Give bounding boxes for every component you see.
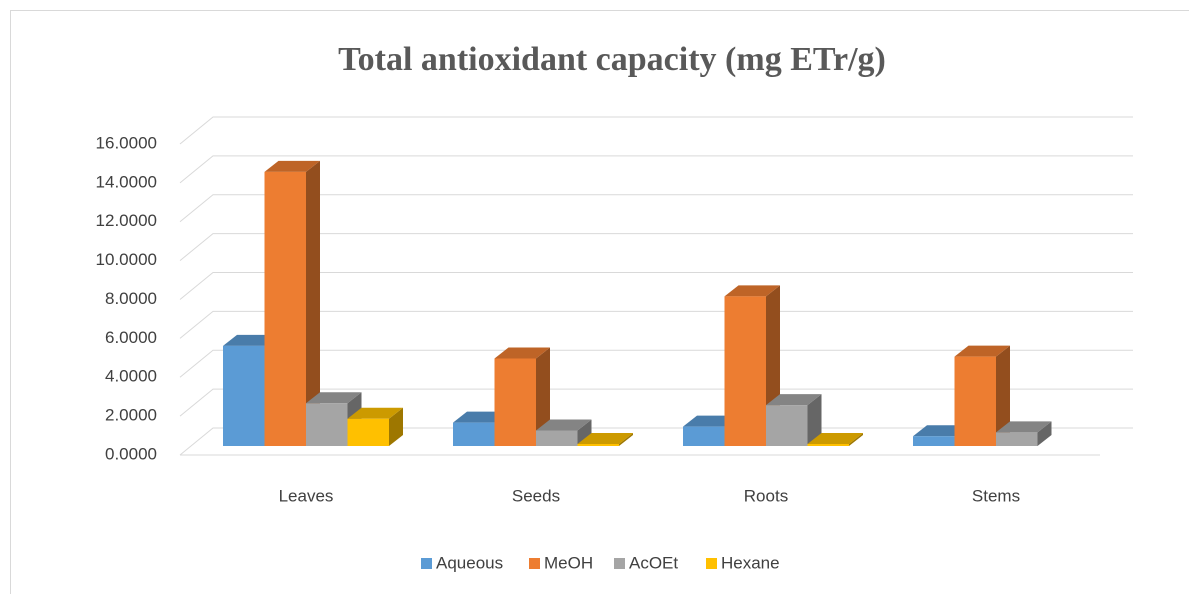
bar-front [913,436,955,446]
bar-front [807,444,849,446]
y-tick-label: 2.0000 [105,406,157,425]
bar-front [223,345,265,446]
legend-swatch [421,558,432,569]
grid-line [179,388,1133,417]
y-tick-label: 6.0000 [105,328,157,347]
bar-side [389,407,403,446]
legend-swatch [529,558,540,569]
bar-top [347,407,403,419]
bar [494,347,550,446]
legend-label: Aqueous [436,553,503,572]
bar-side [577,419,592,446]
legend-label: Hexane [721,553,780,572]
bar [536,419,592,446]
x-tick-label: Leaves [279,486,334,505]
bar-top [264,160,320,172]
bar-top [577,433,633,445]
grid-line [179,155,1133,184]
chart-border [10,10,1189,594]
bar [807,433,863,446]
bar-side [996,345,1010,446]
bar [766,394,822,446]
bar-side [536,347,550,446]
legend-label: MeOH [544,553,593,572]
bar-top [807,433,863,445]
bar-front [347,418,389,446]
bar-front [996,432,1038,446]
x-tick-label: Stems [972,486,1020,505]
y-tick-label: 14.0000 [96,172,157,191]
y-tick-label: 10.0000 [96,250,157,269]
bar-front [306,403,348,446]
bar-side [619,433,633,446]
bar-top [996,421,1052,433]
bar [264,160,320,446]
bar-top [306,392,362,404]
grid-line [179,349,1133,378]
legend-swatch [706,558,717,569]
bar-front [264,171,306,446]
bar [996,421,1052,446]
grid-line [179,310,1133,339]
grid-line [179,272,1133,300]
bar-front [536,430,578,446]
bar-side [1037,421,1052,446]
bar-top [536,419,592,431]
y-tick-label: 12.0000 [96,211,157,230]
bar-front [494,358,536,446]
y-tick-label: 0.0000 [105,444,157,463]
grid-line [179,427,1133,456]
bar-side [849,433,863,446]
bar [954,345,1010,446]
bar-front [453,422,495,446]
grid-line [179,194,1133,223]
bar [577,433,633,446]
x-tick-label: Roots [744,486,788,505]
y-tick-label: 16.0000 [96,133,157,152]
bar-side [807,394,822,446]
bar-top [954,345,1010,357]
bar-front [766,405,808,446]
y-tick-label: 4.0000 [105,367,157,386]
bar-front [954,356,996,446]
grid-line [179,233,1133,262]
bar-front [577,444,619,446]
legend-swatch [614,558,625,569]
legend-label: AcOEt [629,553,678,572]
y-tick-label: 8.0000 [105,289,157,308]
chart-title: Total antioxidant capacity (mg ETr/g) [338,41,886,78]
grid-line [179,116,1133,145]
bar-top [766,394,822,406]
bar [347,407,403,446]
bar-top [724,285,780,297]
bar-front [724,296,766,446]
x-tick-label: Seeds [512,486,560,505]
bar-front [683,426,725,446]
bar-top [494,347,550,359]
bar-side [306,160,320,446]
